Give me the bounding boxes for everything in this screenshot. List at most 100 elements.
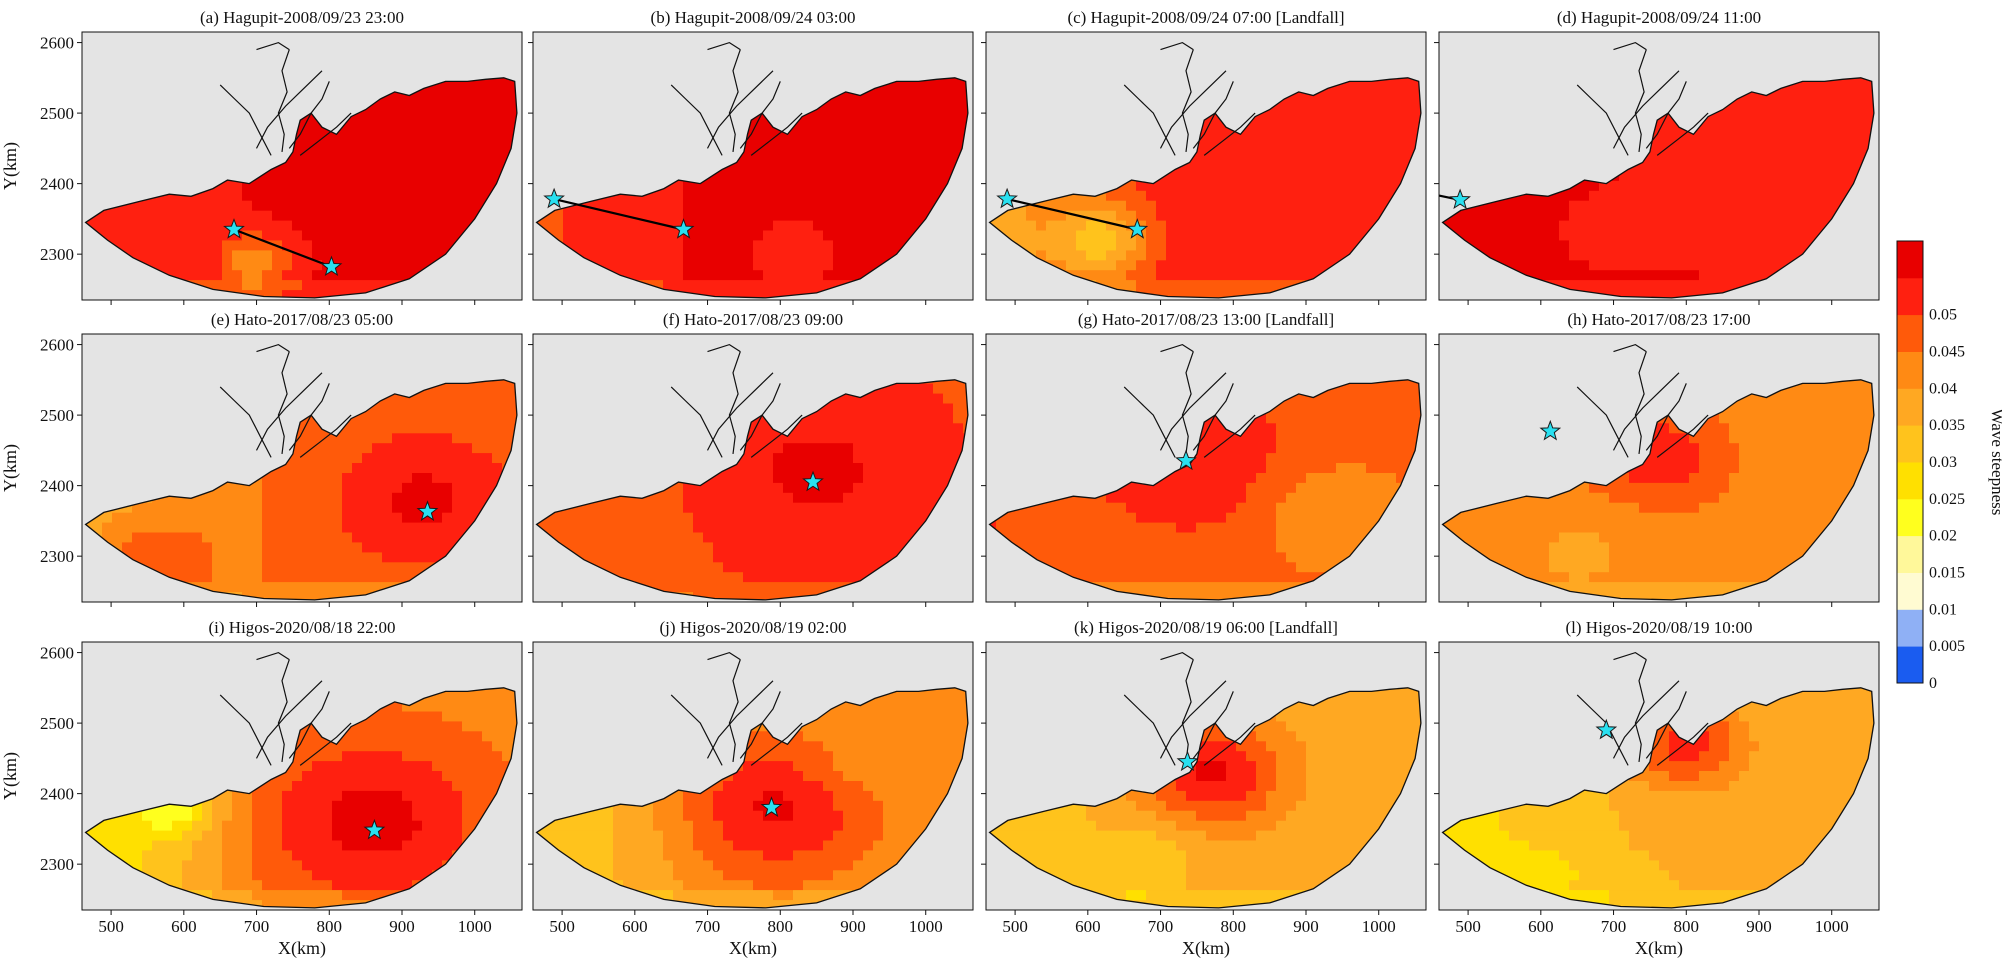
river-line <box>1576 386 1629 458</box>
typhoon-center-star <box>672 218 695 239</box>
colorbar-swatch <box>1897 646 1923 684</box>
colorbar-swatch <box>1897 572 1923 610</box>
colorbar-swatch <box>1897 535 1923 573</box>
colorbar-swatch <box>1897 314 1923 352</box>
x-tick-label: 500 <box>1002 917 1028 936</box>
panel-title: (i) Higos-2020/08/18 22:00 <box>209 618 396 637</box>
colorbar-tick-label: 0.025 <box>1929 491 1965 508</box>
x-tick-label: 1000 <box>458 917 492 936</box>
river-line <box>707 651 741 661</box>
panel-frame <box>985 31 1427 301</box>
panel-frame <box>532 333 974 603</box>
panel-k: (k) Higos-2020/08/19 06:00 [Landfall] 500… <box>981 618 1427 959</box>
river-line <box>728 351 741 454</box>
river-line <box>1192 81 1234 149</box>
river-line <box>255 372 323 451</box>
river-line <box>219 386 272 458</box>
x-tick-label: 800 <box>768 917 794 936</box>
river-line <box>1656 414 1709 458</box>
x-tick-label: 500 <box>98 917 124 936</box>
river-line <box>299 112 352 156</box>
x-tick-label: 600 <box>622 917 648 936</box>
river-line <box>1192 383 1234 451</box>
colorbar-swatch <box>1897 609 1923 647</box>
typhoon-center-star <box>996 187 1018 209</box>
river-line <box>739 383 781 451</box>
panel-frame <box>1438 333 1880 603</box>
river-line <box>1634 351 1647 454</box>
panel-c: (c) Hagupit-2008/09/24 07:00 [Landfall] <box>981 8 1427 305</box>
river-line <box>706 680 774 759</box>
panel-title: (e) Hato-2017/08/23 05:00 <box>211 310 393 329</box>
y-tick-label: 2300 <box>40 855 74 874</box>
y-tick-label: 2600 <box>40 336 74 355</box>
typhoon-center-star <box>802 470 824 492</box>
river-line <box>1160 651 1194 661</box>
colorbar: 0 0.005 0.01 0.015 0.02 0.025 0.03 0.035 0.04 0.0… <box>1896 240 2002 692</box>
river-line <box>1645 383 1687 451</box>
river-line <box>299 414 352 458</box>
river-line <box>1123 386 1176 458</box>
typhoon-center-star <box>1176 750 1199 772</box>
river-line <box>288 81 330 149</box>
panel-h: (h) Hato-2017/08/23 17:00 <box>1434 310 1880 607</box>
x-tick-label: 1000 <box>1362 917 1396 936</box>
river-line <box>1645 81 1687 149</box>
y-tick-label: 2300 <box>40 547 74 566</box>
typhoon-center-star <box>363 818 386 840</box>
river-line <box>1203 722 1256 766</box>
x-tick-label: 800 <box>317 917 343 936</box>
typhoon-center-star <box>416 500 439 521</box>
river-line <box>1181 351 1194 454</box>
x-tick-label: 600 <box>1528 917 1554 936</box>
x-axis-label: X(km) <box>1635 938 1683 959</box>
river-line <box>1612 70 1680 149</box>
river-line <box>1181 49 1194 152</box>
typhoon-center-star <box>543 187 565 209</box>
river-line <box>256 41 290 51</box>
panel-frame <box>1438 641 1880 911</box>
panel-i: (i) Higos-2020/08/18 22:00 500 600 700 800 90… <box>0 618 523 959</box>
x-tick-label: 500 <box>1455 917 1481 936</box>
river-line <box>707 41 741 51</box>
x-tick-label: 900 <box>389 917 415 936</box>
colorbar-tick-label: 0.035 <box>1929 417 1965 434</box>
domain-outline <box>84 687 518 909</box>
colorbar-swatch <box>1897 425 1923 463</box>
colorbar-swatch <box>1897 351 1923 389</box>
x-tick-label: 1000 <box>909 917 943 936</box>
typhoon-track <box>1006 198 1138 231</box>
x-axis-label: X(km) <box>1182 938 1230 959</box>
panel-title: (b) Hagupit-2008/09/24 03:00 <box>651 8 856 27</box>
panel-title: (f) Hato-2017/08/23 09:00 <box>663 310 843 329</box>
panel-frame <box>81 333 523 603</box>
y-tick-label: 2400 <box>40 175 74 194</box>
colorbar-tick-label: 0.05 <box>1929 307 1957 324</box>
colorbar-swatch <box>1897 241 1923 279</box>
river-line <box>1160 41 1194 51</box>
river-line <box>1612 680 1680 759</box>
colorbar-tick-label: 0.04 <box>1929 380 1957 397</box>
typhoon-center-star <box>1539 419 1562 441</box>
river-line <box>219 84 272 156</box>
colorbar-swatch <box>1897 462 1923 500</box>
typhoon-center-star <box>1595 718 1618 740</box>
river-line <box>728 49 741 152</box>
panel-grid: (a) Hagupit-2008/09/23 23:00 2300 2400 2500… <box>0 8 1880 959</box>
panel-frame <box>532 31 974 301</box>
river-line <box>1576 84 1629 156</box>
river-line <box>1634 659 1647 762</box>
panel-frame <box>81 641 523 911</box>
panel-d: (d) Hagupit-2008/09/24 11:00 <box>1434 8 1880 305</box>
domain-outline <box>84 379 518 601</box>
river-line <box>1613 41 1647 51</box>
panel-j: (j) Higos-2020/08/19 02:00 500 600 700 800 90… <box>528 618 974 959</box>
domain-outline <box>1441 379 1875 601</box>
river-line <box>1612 372 1680 451</box>
y-axis-label: Y(km) <box>0 444 21 492</box>
river-line <box>1656 112 1709 156</box>
river-line <box>1203 414 1256 458</box>
y-axis-label: Y(km) <box>0 752 21 800</box>
river-line <box>750 722 803 766</box>
x-tick-label: 700 <box>1601 917 1627 936</box>
